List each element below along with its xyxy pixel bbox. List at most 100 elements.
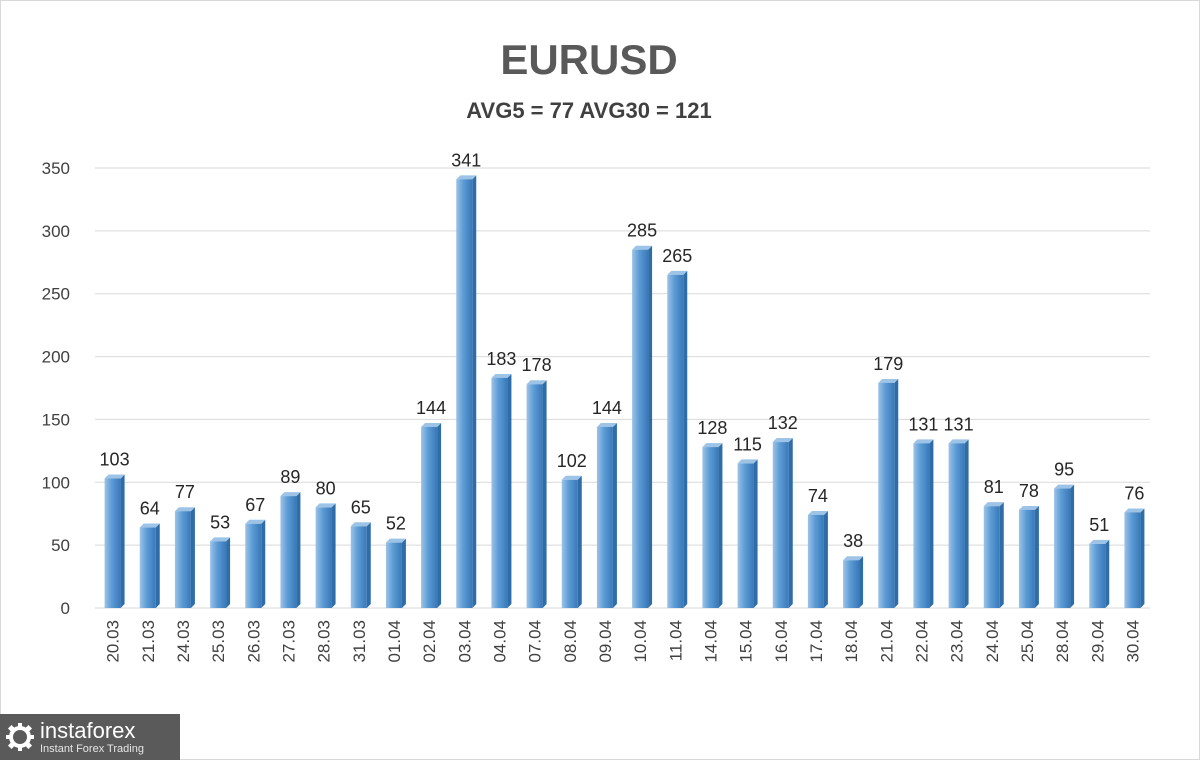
data-label: 183 <box>486 349 516 369</box>
bar <box>210 537 231 608</box>
data-label: 74 <box>808 486 828 506</box>
data-label: 341 <box>451 150 481 170</box>
data-label: 38 <box>843 531 863 551</box>
data-label: 178 <box>522 355 552 375</box>
x-tick-label: 04.04 <box>490 620 509 663</box>
watermark-logo: instaforex Instant Forex Trading <box>0 714 180 760</box>
bar <box>913 439 934 608</box>
x-tick-label: 07.04 <box>526 620 545 663</box>
x-tick-label: 11.04 <box>666 620 685 661</box>
bar <box>280 492 301 608</box>
x-tick-label: 08.04 <box>561 620 580 663</box>
y-axis-ticks: 0 50 100 150 200 250 300 350 <box>42 159 70 618</box>
data-label: 52 <box>386 514 406 534</box>
bar <box>139 523 160 608</box>
y-tick-label: 350 <box>42 159 70 178</box>
data-label: 144 <box>416 398 446 418</box>
logo-name: instaforex <box>40 717 136 743</box>
bar <box>878 378 899 608</box>
data-labels: 103 64 77 53 67 89 80 65 52 144 341 183 178 102 144 285… <box>100 150 1145 551</box>
y-tick-label: 200 <box>42 348 70 367</box>
data-label: 95 <box>1054 460 1074 480</box>
bar <box>596 422 617 608</box>
x-tick-label: 16.04 <box>772 620 791 663</box>
bar <box>245 519 266 608</box>
bar <box>948 439 969 608</box>
x-tick-label: 20.03 <box>104 620 123 663</box>
y-tick-label: 300 <box>42 222 70 241</box>
bar <box>315 503 336 608</box>
bar <box>174 507 195 608</box>
x-tick-label: 15.04 <box>737 620 756 663</box>
data-label: 179 <box>873 354 903 374</box>
bar <box>421 422 442 608</box>
bar <box>526 380 547 608</box>
chart-title: EURUSD <box>500 36 678 83</box>
bar <box>843 556 864 608</box>
x-tick-label: 25.04 <box>1018 620 1037 663</box>
data-label: 128 <box>697 418 727 438</box>
x-tick-label: 10.04 <box>631 620 650 663</box>
x-tick-label: 24.04 <box>983 620 1002 663</box>
data-label: 78 <box>1019 481 1039 501</box>
y-tick-label: 50 <box>51 536 70 555</box>
x-tick-label: 23.04 <box>948 620 967 663</box>
x-tick-label: 02.04 <box>420 620 439 663</box>
x-tick-label: 28.03 <box>315 620 334 663</box>
data-label: 53 <box>210 512 230 532</box>
data-label: 80 <box>316 478 336 498</box>
x-tick-label: 22.04 <box>912 620 931 663</box>
data-label: 89 <box>280 467 300 487</box>
data-label: 144 <box>592 398 622 418</box>
bar <box>456 175 477 609</box>
data-label: 81 <box>984 477 1004 497</box>
gridlines <box>95 167 1150 609</box>
bar <box>807 510 828 608</box>
bar <box>772 438 793 608</box>
bar <box>632 245 653 608</box>
x-tick-label: 28.04 <box>1053 620 1072 663</box>
y-tick-label: 250 <box>42 285 70 304</box>
data-label: 265 <box>662 246 692 266</box>
x-tick-label: 03.04 <box>455 620 474 663</box>
data-label: 103 <box>100 450 130 470</box>
gear-icon <box>0 714 40 760</box>
chart-subtitle: AVG5 = 77 AVG30 = 121 <box>466 98 712 123</box>
x-tick-label: 25.03 <box>209 620 228 663</box>
data-label: 65 <box>351 497 371 517</box>
bar <box>1089 539 1110 608</box>
data-label: 132 <box>768 413 798 433</box>
data-label: 285 <box>627 221 657 241</box>
bars <box>104 175 1145 609</box>
x-tick-label: 01.04 <box>385 620 404 663</box>
x-tick-label: 29.04 <box>1088 620 1107 663</box>
bar <box>350 522 371 608</box>
x-tick-label: 21.04 <box>877 620 896 663</box>
y-tick-label: 150 <box>42 410 70 429</box>
logo-tagline: Instant Forex Trading <box>40 742 144 755</box>
bar <box>983 502 1004 608</box>
bar <box>491 373 512 608</box>
bar <box>1018 505 1039 608</box>
x-tick-label: 24.03 <box>174 620 193 663</box>
bar <box>561 475 582 608</box>
data-label: 64 <box>140 499 160 519</box>
x-axis-ticks: 20.03 21.03 24.03 25.03 26.03 27.03 28.03 31.03… <box>104 620 1143 663</box>
x-tick-label: 09.04 <box>596 620 615 663</box>
data-label: 67 <box>245 495 265 515</box>
x-tick-label: 30.04 <box>1123 620 1142 663</box>
bar <box>667 270 688 608</box>
x-tick-label: 14.04 <box>701 620 720 663</box>
bar <box>385 538 406 608</box>
data-label: 77 <box>175 482 195 502</box>
bar <box>1054 484 1075 608</box>
data-label: 131 <box>908 414 938 434</box>
data-label: 76 <box>1124 483 1144 503</box>
x-tick-label: 21.03 <box>139 620 158 663</box>
bar <box>702 443 723 608</box>
data-label: 115 <box>733 434 762 454</box>
y-tick-label: 100 <box>42 473 70 492</box>
x-tick-label: 27.03 <box>279 620 298 663</box>
